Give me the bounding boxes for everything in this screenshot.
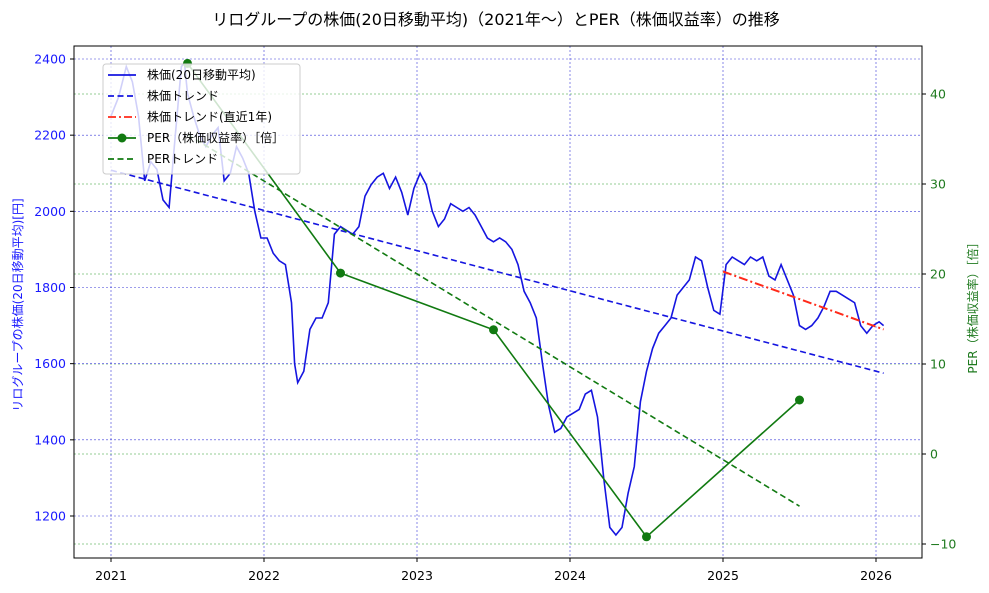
chart-title: リログループの株価(20日移動平均)（2021年～）とPER（株価収益率）の推移 — [212, 10, 779, 29]
y-right-tick-label: 30 — [930, 177, 946, 192]
series-line — [110, 169, 884, 374]
series-line — [187, 133, 800, 507]
y-left-tick-label: 2200 — [34, 128, 66, 143]
legend-label: 株価トレンド — [147, 88, 219, 103]
x-tick-label: 2021 — [95, 568, 127, 583]
per-marker — [489, 325, 498, 335]
y-axis-left: 1200 1400 1600 1800 2000 2200 2400 — [34, 52, 74, 524]
x-tick-label: 2023 — [401, 568, 433, 583]
y-right-tick-label: 10 — [930, 357, 946, 372]
legend-box — [102, 63, 301, 175]
per-marker — [336, 268, 345, 278]
per-marker — [642, 532, 651, 542]
y-right-tick-label: 0 — [930, 447, 938, 462]
legend-marker — [117, 133, 127, 143]
y-left-tick-label: 2400 — [34, 52, 66, 67]
y-right-tick-label: −10 — [930, 537, 956, 552]
y-axis-right: −10 0 10 20 30 40 — [922, 87, 956, 552]
y-left-tick-label: 1800 — [34, 280, 66, 295]
x-tick-label: 2022 — [248, 568, 280, 583]
legend-label: PER（株価収益率）［倍］ — [147, 130, 284, 145]
series-line — [722, 270, 884, 331]
y-right-tick-label: 40 — [930, 87, 946, 102]
y-axis-left-label: リログループの株価(20日移動平均)[円] — [10, 198, 25, 411]
y-left-tick-label: 2000 — [34, 204, 66, 219]
legend-label: PERトレンド — [147, 152, 218, 166]
per-marker — [795, 395, 804, 405]
grid-lines — [74, 46, 922, 558]
y-left-tick-label: 1200 — [34, 509, 66, 524]
plot-frame — [73, 45, 923, 559]
legend-label: 株価トレンド(直近1年) — [147, 109, 272, 124]
x-tick-label: 2024 — [554, 568, 586, 583]
x-tick-label: 2026 — [860, 568, 892, 583]
y-left-tick-label: 1400 — [34, 432, 66, 447]
y-right-tick-label: 20 — [930, 267, 946, 282]
legend-label: 株価(20日移動平均) — [147, 67, 256, 82]
x-tick-label: 2025 — [707, 568, 739, 583]
y-left-tick-label: 1600 — [34, 356, 66, 371]
y-axis-right-label: PER（株価収益率）［倍］ — [965, 236, 980, 373]
x-axis: 2021 2022 2023 2024 2025 2026 — [95, 558, 892, 583]
